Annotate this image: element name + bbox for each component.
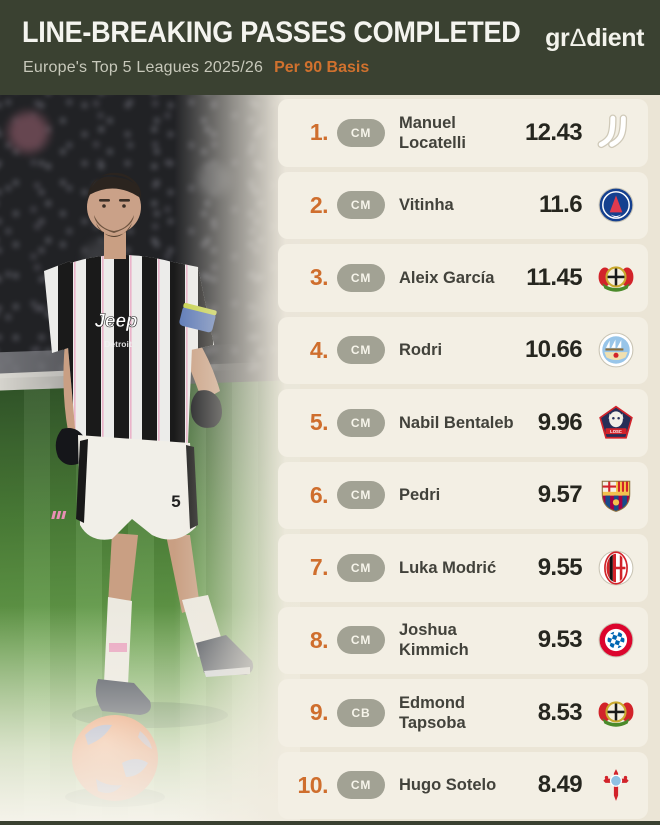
stat-value: 9.53 — [537, 626, 583, 654]
crest-bayer-leverkusen — [596, 258, 636, 298]
position-label: CM — [350, 488, 372, 503]
rank-label: 2. — [309, 191, 329, 218]
player-name: Aleix García — [399, 268, 495, 287]
position-badge: CM — [337, 263, 385, 292]
rank-label: 9. — [309, 699, 329, 726]
basis-label: Per 90 Basis — [274, 59, 370, 76]
rank-label: 5. — [309, 409, 329, 436]
player-name: Rodri — [399, 341, 443, 360]
brand-logo: gr ∆ dient — [545, 24, 644, 53]
player-name: Manuel Locatelli — [399, 113, 466, 152]
brand-text-post: dient — [586, 24, 644, 52]
rank-label: 10. — [297, 771, 329, 798]
svg-text:LOSC: LOSC — [610, 429, 622, 434]
position-badge: CM — [337, 553, 385, 582]
position-badge: CB — [337, 698, 385, 727]
position-label: CM — [350, 343, 372, 358]
stat-value: 9.57 — [537, 481, 583, 509]
position-badge: CM — [337, 408, 385, 437]
position-badge: CM — [337, 336, 385, 365]
crest-barcelona — [596, 475, 636, 515]
position-label: CM — [350, 415, 372, 430]
position-badge: CM — [337, 771, 385, 800]
subtitle-row: Europe's Top 5 Leagues 2025/26 Per 90 Ba… — [23, 59, 369, 77]
stat-value: 9.96 — [537, 408, 583, 436]
position-badge: CM — [337, 481, 385, 510]
shirt-sponsor-text: Jeep — [94, 311, 137, 332]
table-row: 5. CM Nabil Bentaleb 9.96 LOSC — [278, 389, 648, 457]
rank-label: 8. — [309, 626, 329, 653]
position-label: CM — [350, 270, 372, 285]
table-row: 2. CM Vitinha 11.6 — [278, 171, 648, 239]
shirt-sponsor-text-2: Detroit — [104, 339, 132, 349]
ranking-list: 1. CM Manuel Locatelli 12.43 2. CM Vitin… — [278, 99, 648, 824]
crest-ac-milan — [596, 548, 636, 588]
stat-value: 10.66 — [524, 336, 583, 364]
crest-juventus — [596, 113, 636, 153]
player-name: Joshua Kimmich — [399, 621, 469, 660]
table-row: 9. CB Edmond Tapsoba 8.53 — [278, 679, 648, 747]
subtitle: Europe's Top 5 Leagues 2025/26 — [23, 59, 264, 76]
player-name: Hugo Sotelo — [399, 776, 497, 795]
stat-value: 9.55 — [537, 553, 583, 581]
table-row: 8. CM Joshua Kimmich 9.53 — [278, 606, 648, 674]
table-row: 3. CM Aleix García 11.45 — [278, 244, 648, 312]
crest-manchester-city — [596, 330, 636, 370]
rank-label: 7. — [309, 554, 329, 581]
position-label: CM — [350, 125, 372, 140]
stat-value: 8.53 — [537, 698, 583, 726]
rank-label: 1. — [309, 119, 329, 146]
position-badge: CM — [337, 191, 385, 220]
table-row: 4. CM Rodri 10.66 — [278, 316, 648, 384]
position-badge: CM — [337, 626, 385, 655]
position-label: CM — [350, 633, 372, 648]
crest-bayern-munich — [596, 620, 636, 660]
stat-value: 8.49 — [537, 771, 583, 799]
brand-text-pre: gr — [545, 24, 570, 52]
player-figure: Jeep Detroit 5 — [44, 172, 254, 807]
position-label: CM — [350, 778, 372, 793]
table-row: 7. CM Luka Modrić 9.55 — [278, 534, 648, 602]
rank-label: 4. — [309, 336, 329, 363]
position-badge: CM — [337, 118, 385, 147]
header: LINE-BREAKING PASSES COMPLETED Europe's … — [0, 0, 660, 95]
stat-value: 12.43 — [524, 118, 583, 146]
page-title: LINE-BREAKING PASSES COMPLETED — [22, 16, 521, 49]
triangle-icon: ∆ — [570, 24, 586, 52]
position-label: CB — [351, 705, 371, 720]
player-name: Pedri — [399, 486, 441, 505]
player-name: Vitinha — [399, 196, 454, 215]
rank-label: 3. — [309, 264, 329, 291]
footer-accent-bar — [0, 821, 660, 825]
player-name: Luka Modrić — [399, 558, 497, 577]
table-row: 1. CM Manuel Locatelli 12.43 — [278, 99, 648, 167]
stat-value: 11.6 — [539, 191, 583, 219]
position-label: CM — [350, 560, 372, 575]
player-name: Nabil Bentaleb — [399, 413, 514, 432]
stat-value: 11.45 — [526, 263, 582, 291]
crest-bayer-leverkusen — [596, 693, 636, 733]
table-row: 10. CM Hugo Sotelo 8.49 — [278, 751, 648, 819]
crest-psg — [596, 185, 636, 225]
table-row: 6. CM Pedri 9.57 — [278, 461, 648, 529]
player-name: Edmond Tapsoba — [399, 693, 466, 732]
position-label: CM — [350, 198, 372, 213]
crest-lille: LOSC — [596, 403, 636, 443]
crest-celta-vigo — [596, 765, 636, 805]
player-photo: Jeep Detroit 5 — [0, 95, 300, 825]
rank-label: 6. — [309, 481, 329, 508]
shirt-number: 5 — [171, 492, 180, 511]
